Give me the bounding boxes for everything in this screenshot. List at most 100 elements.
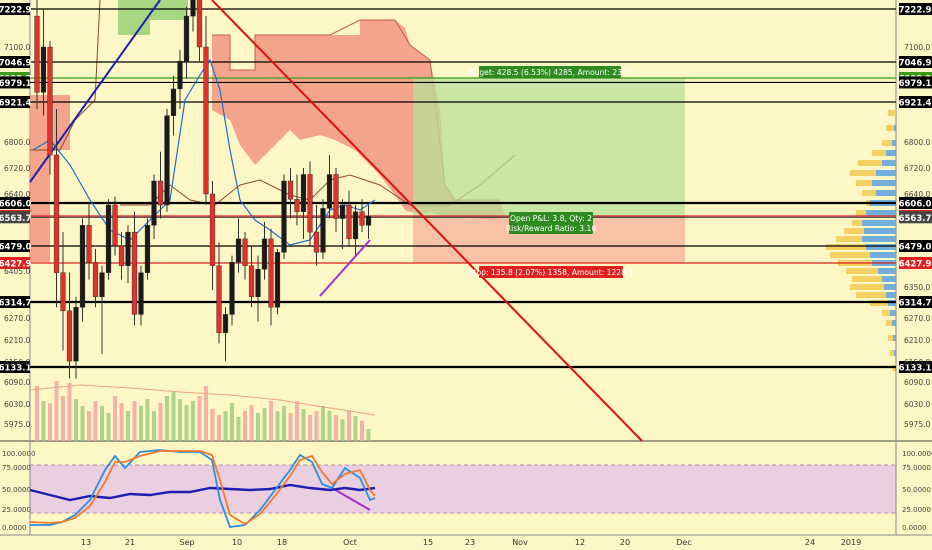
profile-bar-volume [852, 220, 862, 226]
ratio-label: Risk/Reward Ratio: 3.16 [506, 224, 597, 233]
volume-bar [334, 415, 338, 441]
volume-bar [184, 405, 189, 441]
profile-bar-volume [856, 180, 872, 186]
candle-body [235, 238, 242, 263]
level-label-box-right [899, 296, 932, 308]
profile-bar-value-area [862, 220, 896, 226]
candle-body [294, 199, 300, 212]
candle-body [99, 272, 105, 297]
right-axis-tick: 6640.0 [904, 190, 930, 199]
level-label-box-right [899, 3, 932, 15]
volume-bar [139, 406, 143, 441]
level-label-box-right [899, 211, 932, 224]
level-label-box-right [899, 257, 932, 269]
volume-bar [353, 416, 358, 441]
profile-bar-value-area [866, 210, 896, 216]
level-label-right: 7046.9 [899, 59, 932, 69]
oscillator-lines [29, 449, 376, 528]
profile-bar-value-area [862, 236, 896, 242]
profile-bar-volume [882, 140, 892, 146]
profile-bar-value-area [886, 292, 896, 298]
level-label-left: 6427.9 [0, 260, 31, 270]
profile-bar-value-area [892, 140, 896, 146]
right-axis-tick: 6150.0 [904, 358, 930, 367]
profile-bar-volume [886, 320, 892, 326]
candle-body [216, 265, 222, 333]
profile-bar-value-area [884, 284, 896, 290]
level-label-box-left [0, 296, 30, 308]
volume-bar [178, 399, 182, 441]
level-label-right: 7222.9 [899, 6, 932, 16]
time-axis-tick: Sep [179, 538, 194, 547]
level-label-left: 6133.1 [0, 364, 31, 374]
volume-bar [217, 415, 221, 441]
trendline-red[interactable] [211, 0, 643, 442]
candle-body [157, 180, 164, 206]
volume-bar [321, 406, 325, 441]
level-label-box-left [0, 197, 30, 209]
level-label-left: 6606.0 [0, 200, 31, 210]
level-label-left: 7222.9 [0, 6, 31, 16]
volume-bar [197, 396, 202, 441]
candle-body [177, 60, 183, 90]
volume-bar [67, 383, 72, 441]
profile-bar-volume [830, 252, 870, 258]
candle-body [222, 314, 229, 333]
left-axis-tick: 6270.0 [4, 314, 30, 323]
oscillator-d-line [29, 450, 376, 526]
volume-bar [223, 411, 228, 441]
left-axis-tick: 7100.0 [4, 43, 30, 52]
divergence-line-oscillator[interactable] [331, 487, 371, 511]
profile-bar-volume [836, 236, 862, 242]
candle-body [255, 269, 261, 297]
time-axis-tick: 18 [277, 538, 287, 547]
candle-body [66, 310, 73, 362]
volume-bar [275, 411, 280, 441]
candle-body [92, 262, 99, 297]
left-axis-tick: 6800.0 [4, 138, 30, 147]
volume-bar [236, 417, 241, 441]
left-axis-tick: 6720.0 [4, 164, 30, 173]
position-target-zone[interactable] [413, 78, 685, 218]
oscillator-tick-right: 25.0000 [902, 506, 931, 514]
level-label-left: 6979.1 [0, 79, 31, 89]
oscillator-k-line [30, 449, 376, 528]
volume-bar [74, 399, 78, 441]
volume-bar [288, 413, 293, 441]
right-axis-tick: 6800.0 [904, 138, 930, 147]
level-label-left: 6563.7 [0, 214, 31, 224]
horizontal-levels[interactable] [30, 8, 896, 369]
time-axis-tick: 12 [575, 538, 585, 547]
candles [32, 0, 376, 379]
volume-bar [230, 403, 234, 441]
right-axis-tick: 6090.0 [904, 378, 930, 387]
left-axis-tick: 6090.0 [4, 378, 30, 387]
left-axis-tick: 6030.0 [4, 400, 30, 409]
volume-bar [93, 401, 98, 441]
candle-body [320, 208, 326, 253]
target-label: Target: 428.5 (6.53%) 4285, Amount: 2357 [467, 68, 632, 77]
divergence-line-price[interactable] [319, 239, 371, 297]
volume-bar [48, 403, 52, 441]
oscillator-tick-right: 100.0000 [902, 450, 932, 458]
candle-body [196, 0, 203, 48]
stop-label: Stop: 135.8 (2.07%) 1358, Amount: 1228.4 [469, 268, 634, 277]
candle-body [125, 231, 131, 266]
candle-body [248, 265, 255, 297]
time-axis-tick: 21 [125, 538, 135, 547]
position-tool[interactable] [413, 78, 685, 263]
profile-bar-volume [856, 292, 886, 298]
candle-body [203, 46, 209, 195]
right-axis-tick: 6350.0 [904, 283, 930, 292]
profile-bar-value-area [876, 190, 896, 196]
volume-bar [165, 396, 169, 441]
volume-bar [269, 401, 273, 441]
level-label-box-left [0, 211, 30, 224]
profile-bar-volume [890, 350, 894, 356]
volume-bar [126, 411, 130, 441]
profile-bar-volume [826, 244, 866, 250]
volume-bar [152, 411, 156, 441]
level-label-box-right [899, 96, 932, 108]
